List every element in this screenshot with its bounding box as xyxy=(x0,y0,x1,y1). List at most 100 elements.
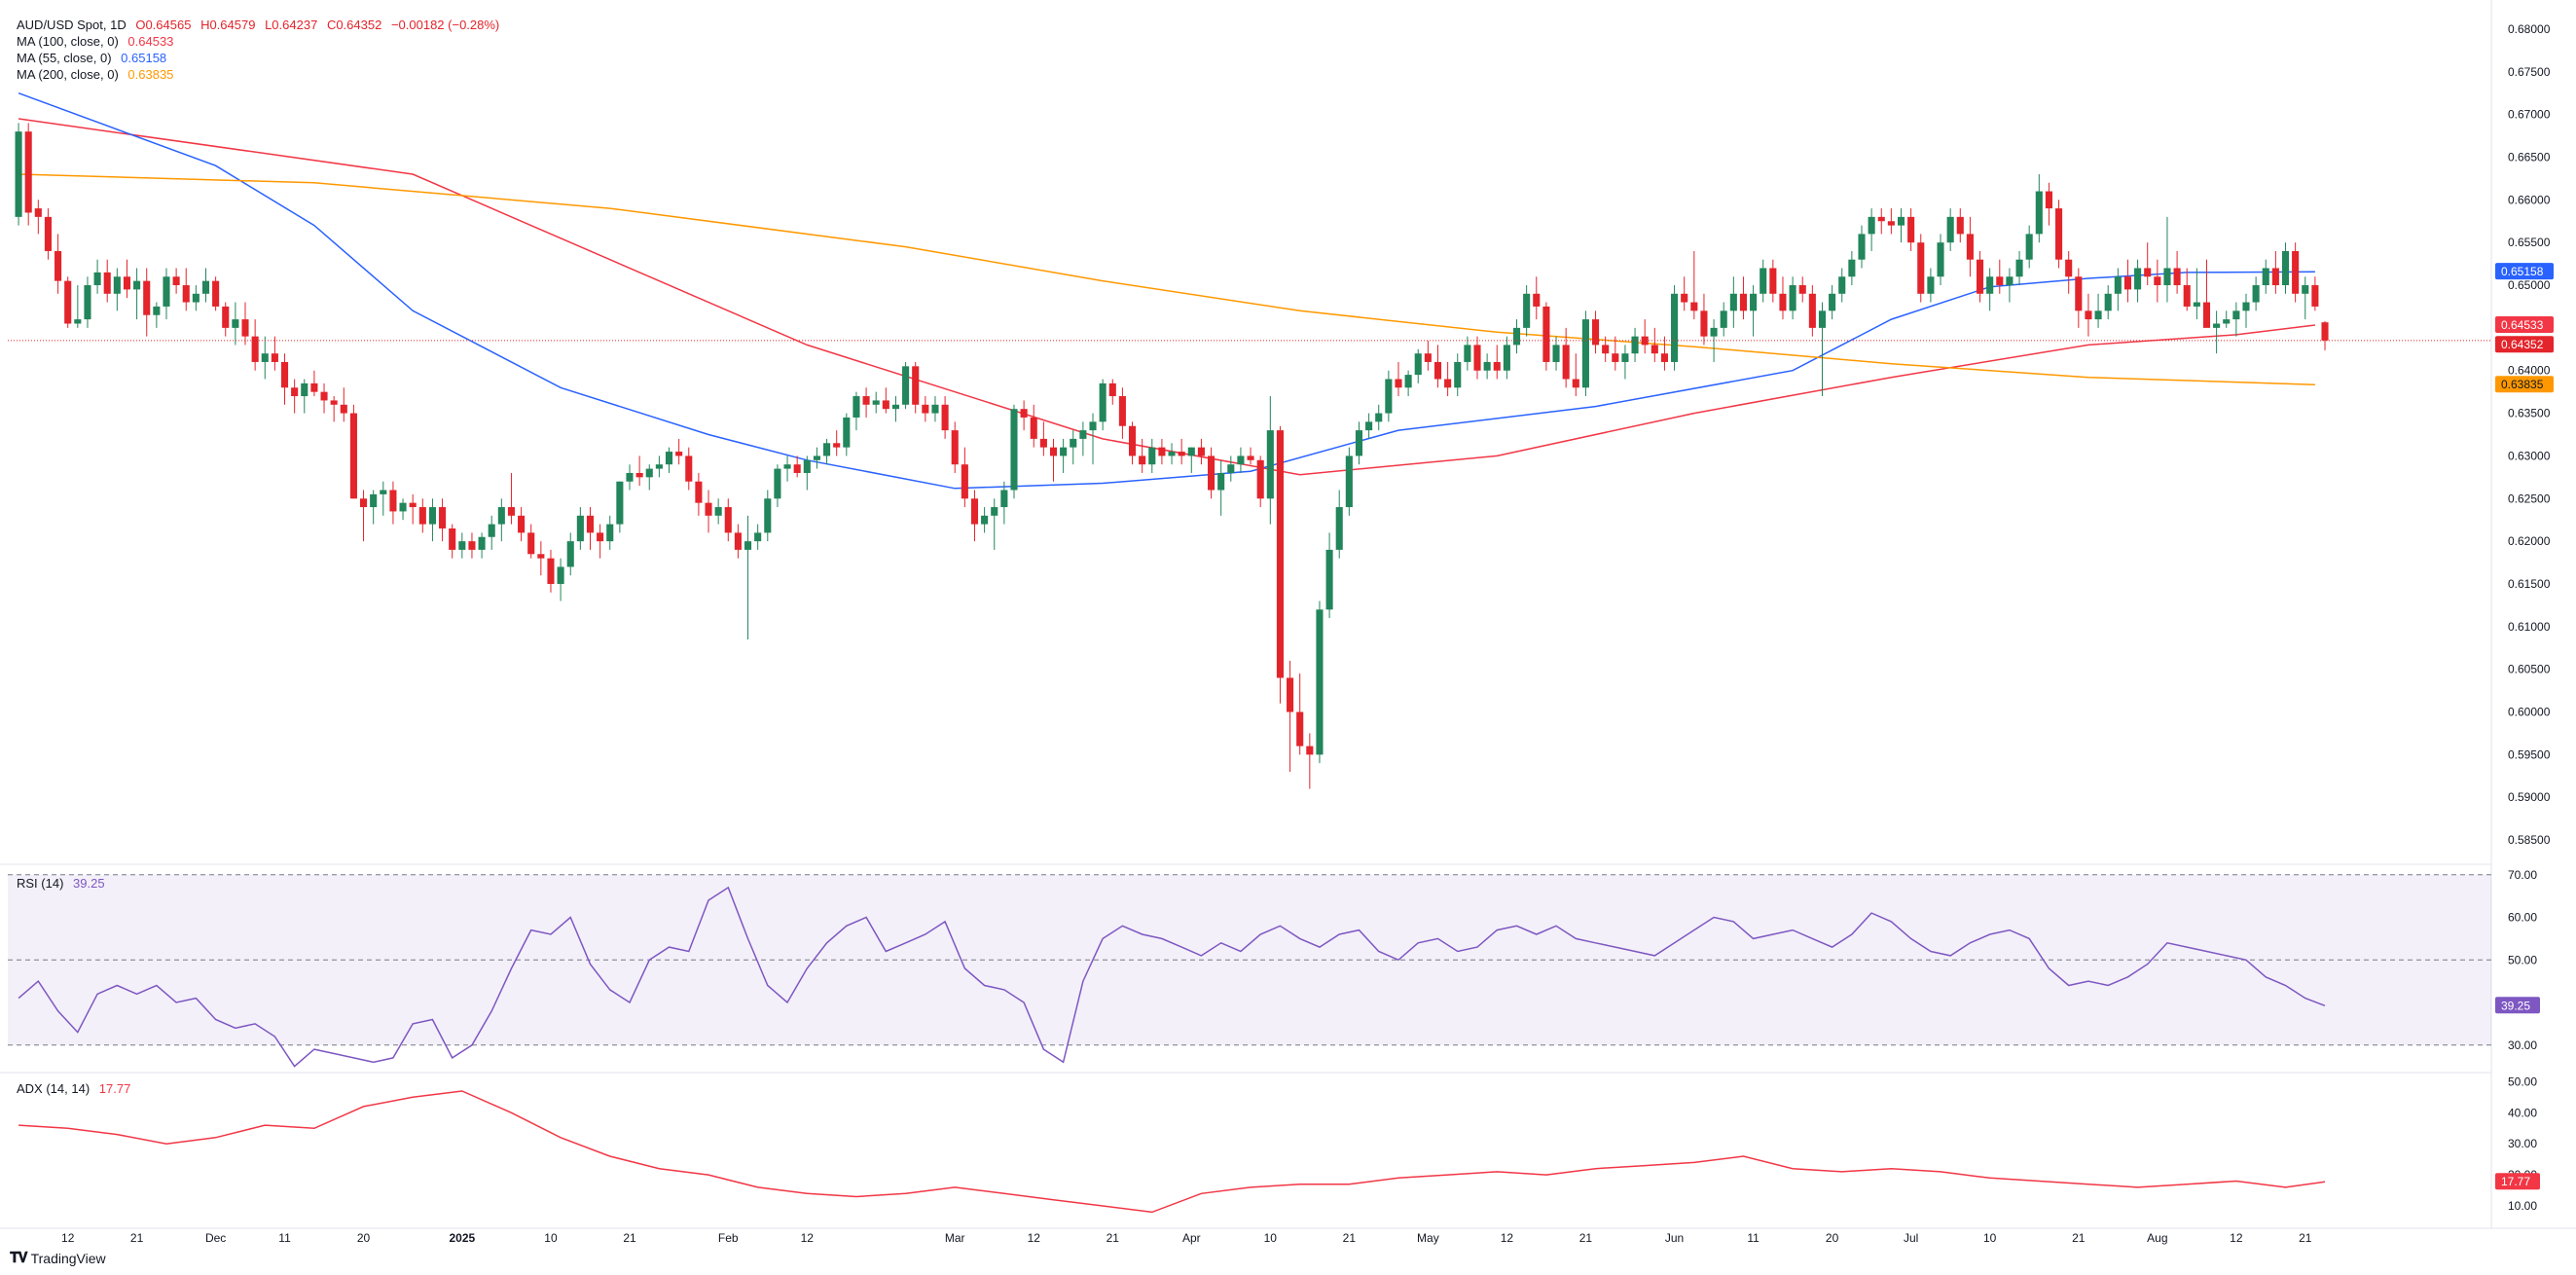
candle-body xyxy=(2202,302,2211,328)
candle-body xyxy=(1020,409,1028,418)
candle-body xyxy=(2085,310,2092,320)
ohlc-open: O0.64565 xyxy=(135,18,192,32)
candle-body xyxy=(1197,447,1205,456)
candle-body xyxy=(507,507,516,516)
price-tick-label: 0.67000 xyxy=(2508,108,2551,122)
candle-body xyxy=(862,396,870,405)
candle-body xyxy=(1769,268,1777,294)
price-tick-label: 0.63000 xyxy=(2508,449,2551,462)
time-tick-label: Feb xyxy=(718,1231,739,1245)
adx-value-badge-text: 17.77 xyxy=(2501,1175,2530,1188)
candle-body xyxy=(1454,361,1462,388)
candle-body xyxy=(1651,345,1658,354)
candle-body xyxy=(389,490,397,512)
ma200-value: 0.63835 xyxy=(127,67,174,82)
time-tick-label: 21 xyxy=(130,1231,144,1245)
price-tick-label: 0.60500 xyxy=(2508,663,2551,676)
time-tick-label: 12 xyxy=(801,1231,815,1245)
candle-body xyxy=(320,391,328,401)
ma55-value: 0.65158 xyxy=(121,51,167,65)
candle-body xyxy=(2302,285,2309,294)
candle-body xyxy=(349,413,357,499)
candle-body xyxy=(1572,379,1579,388)
candle-body xyxy=(1168,452,1176,456)
candle-body xyxy=(163,276,170,307)
candle-body xyxy=(1335,507,1343,550)
rsi-line xyxy=(18,886,2326,1068)
time-tick-label: 20 xyxy=(357,1231,371,1245)
candle-body xyxy=(941,404,949,431)
candle-body xyxy=(853,396,860,418)
candle-body xyxy=(1276,430,1284,678)
candle-body xyxy=(547,558,555,584)
candle-body xyxy=(597,532,604,542)
candle-body xyxy=(1523,293,1531,328)
candle-body xyxy=(1808,293,1816,328)
candle-body xyxy=(340,404,347,414)
candle-body xyxy=(1473,345,1481,371)
candle-body xyxy=(1986,276,1994,294)
candle-body xyxy=(418,507,426,525)
candle-body xyxy=(1256,459,1264,499)
time-tick-label: 21 xyxy=(1579,1231,1593,1245)
candle-body xyxy=(1789,285,1796,311)
time-tick-label: 21 xyxy=(2072,1231,2086,1245)
time-tick-label: 12 xyxy=(1501,1231,1514,1245)
candle-body xyxy=(468,541,476,550)
price-tick-label: 0.68000 xyxy=(2508,22,2551,36)
candle-body xyxy=(74,319,82,324)
symbol-title: AUD/USD Spot, 1D xyxy=(17,18,127,32)
adx-value-badge xyxy=(2495,1173,2540,1190)
candle-body xyxy=(1227,464,1235,473)
candle-body xyxy=(774,468,781,499)
candle-body xyxy=(793,464,801,473)
candle-body xyxy=(2025,234,2033,260)
candle-body xyxy=(232,319,239,328)
candle-body xyxy=(1710,327,1718,337)
candle-body xyxy=(1503,345,1510,371)
price-tick-label: 0.60000 xyxy=(2508,706,2551,719)
candle-body xyxy=(1444,379,1452,388)
rsi-tick-label: 60.00 xyxy=(2508,911,2537,925)
candle-body xyxy=(201,280,210,294)
price-tick-label: 0.65500 xyxy=(2508,236,2551,249)
candle-body xyxy=(192,293,200,303)
candle-body xyxy=(783,464,791,469)
candle-body xyxy=(951,430,959,465)
time-tick-label: 11 xyxy=(278,1231,291,1245)
candle-body xyxy=(813,455,820,460)
candle-body xyxy=(981,515,989,525)
ma55-price-badge-text: 0.65158 xyxy=(2501,265,2544,278)
candle-body xyxy=(488,524,495,537)
candle-body xyxy=(891,404,900,410)
adx-tick-label: 30.00 xyxy=(2508,1137,2537,1150)
candle-body xyxy=(409,502,417,508)
candle-body xyxy=(1621,353,1629,362)
candle-body xyxy=(518,515,526,533)
candle-body xyxy=(1760,268,1767,294)
candle-body xyxy=(497,507,505,525)
time-tick-label: Dec xyxy=(205,1231,226,1245)
ma55-label: MA (55, close, 0) xyxy=(17,51,112,65)
ohlc-close: C0.64352 xyxy=(326,18,382,32)
candle-body xyxy=(1139,455,1146,465)
ma200-line xyxy=(18,173,2315,385)
rsi-value-badge-text: 39.25 xyxy=(2501,999,2530,1012)
candle-body xyxy=(566,541,574,567)
candle-body xyxy=(1375,413,1383,422)
candle-body xyxy=(2055,208,2063,260)
candle-body xyxy=(1493,361,1501,371)
candle-body xyxy=(1937,242,1944,277)
adx-legend: ADX (14, 14) 17.77 xyxy=(17,1080,136,1097)
time-tick-label: 10 xyxy=(544,1231,558,1245)
candle-body xyxy=(123,276,131,290)
ohlc-high: H0.64579 xyxy=(200,18,256,32)
tradingview-footer[interactable]: 𝐓𝐕 TradingView xyxy=(10,1250,106,1266)
candle-body xyxy=(2321,322,2329,341)
candle-body xyxy=(1385,379,1393,414)
price-tick-label: 0.66000 xyxy=(2508,193,2551,206)
candle-body xyxy=(1060,447,1068,456)
time-tick-label: Jul xyxy=(1904,1231,1918,1245)
candle-body xyxy=(2006,276,2014,286)
